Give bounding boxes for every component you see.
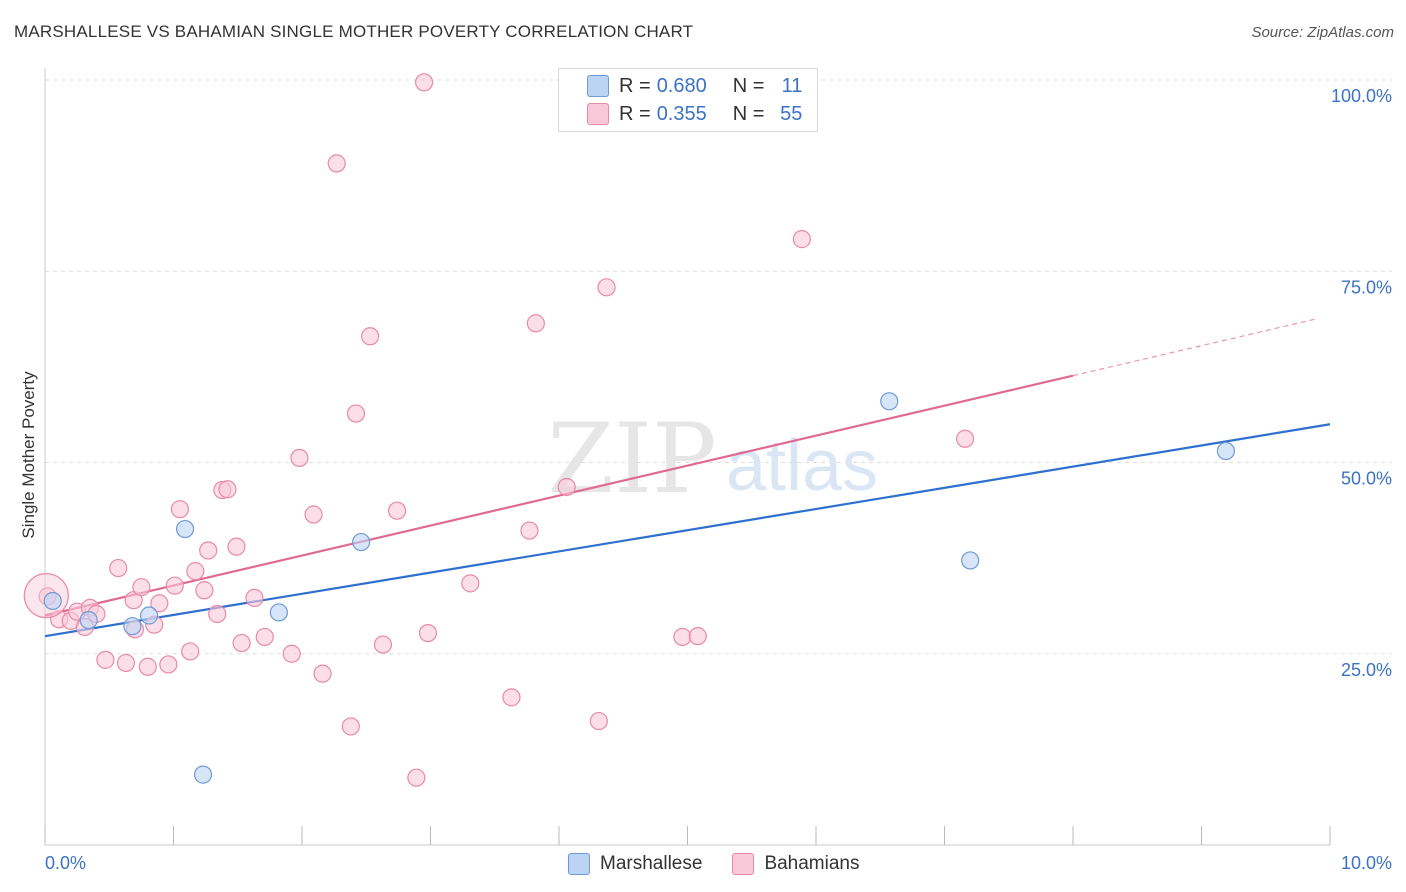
bahamians-point	[502, 688, 521, 707]
marshallese-point	[175, 519, 195, 539]
x-tick-label: 0.0%	[45, 853, 86, 873]
bahamians-point	[255, 627, 274, 647]
bahamians-point	[461, 574, 480, 593]
r-label: R =	[619, 74, 651, 97]
bahamians-point	[227, 537, 246, 556]
bahamians-point	[245, 588, 264, 608]
bahamians-point	[673, 627, 692, 647]
bahamians-swatch	[587, 103, 609, 125]
grid	[45, 79, 1392, 655]
bahamians-point	[557, 477, 576, 497]
marshallese-point	[139, 606, 159, 625]
bahamians-point	[218, 480, 237, 499]
trend-line-extension-bahamians	[1072, 318, 1318, 377]
r-label: R =	[619, 102, 651, 125]
legend-row-bahamians: R = 0.355 N = 55	[587, 102, 802, 126]
bahamians-point	[955, 429, 975, 448]
bahamians-point	[290, 448, 309, 468]
bahamians-point	[313, 664, 332, 683]
bahamians-point	[282, 644, 301, 663]
marshallese-point	[123, 617, 142, 636]
bahamians-point	[170, 500, 190, 519]
bahamians-point	[688, 627, 707, 646]
bahamians-point	[181, 642, 200, 661]
y-tick-label: 75.0%	[1341, 277, 1392, 297]
chart-title: MARSHALLESE VS BAHAMIAN SINGLE MOTHER PO…	[14, 22, 694, 41]
marshallese-point	[961, 551, 980, 570]
bahamians-point	[526, 314, 545, 333]
bahamians-point	[199, 541, 218, 560]
bahamians-point	[195, 581, 214, 600]
marshallese-point	[880, 392, 899, 411]
bahamians-swatch	[732, 853, 755, 875]
correlation-legend: R = 0.680 N = 11 R = 0.355 N = 55	[558, 68, 818, 132]
legend-label: Marshallese	[600, 853, 703, 874]
y-tick-label: 100.0%	[1331, 86, 1392, 106]
bahamians-point	[109, 558, 128, 578]
y-tick-label: 25.0%	[1341, 660, 1392, 680]
bahamians-point	[418, 623, 438, 643]
bahamians-point	[387, 501, 407, 520]
source-credit: Source: ZipAtlas.com	[1251, 24, 1394, 41]
n-value: 55	[780, 102, 803, 125]
marshallese-point	[1216, 441, 1236, 461]
marshallese-swatch	[587, 75, 609, 97]
bahamians-point	[792, 230, 811, 249]
bahamians-point	[132, 578, 151, 597]
tick-labels: 25.0% 50.0% 75.0% 100.0% 0.0% 10.0%	[45, 86, 1392, 873]
r-value: 0.355	[656, 102, 707, 125]
marshallese-point	[43, 591, 62, 611]
series-legend: Marshallese Bahamians	[568, 852, 890, 876]
bahamians-point	[361, 327, 380, 346]
y-tick-label: 50.0%	[1341, 469, 1392, 489]
x-tick-label: 10.0%	[1341, 853, 1392, 873]
bahamians-point	[327, 154, 346, 173]
marshallese-swatch	[568, 853, 590, 875]
trend-line-bahamians	[44, 374, 1074, 617]
bahamians-point	[346, 404, 366, 423]
marshallese-point	[269, 603, 288, 622]
data-points	[23, 73, 1236, 787]
marshallese-point	[193, 765, 213, 784]
bahamians-point	[165, 576, 184, 595]
bahamians-point	[159, 655, 178, 674]
bahamians-point	[186, 562, 205, 581]
bahamians-point	[414, 73, 434, 92]
bahamians-point	[407, 768, 426, 787]
marshallese-point	[352, 532, 371, 552]
legend-label: Bahamians	[764, 853, 860, 874]
bahamians-point	[150, 594, 169, 613]
marshallese-point	[79, 610, 98, 630]
legend-row-marshallese: R = 0.680 N = 11	[587, 74, 802, 98]
watermark: ZIP atlas	[547, 403, 878, 515]
bahamians-point	[373, 635, 393, 654]
bahamians-point	[597, 278, 616, 297]
bahamians-point	[232, 633, 251, 653]
r-value: 0.680	[656, 74, 707, 97]
bahamians-point	[520, 521, 539, 540]
axes	[44, 68, 1331, 846]
bahamians-point	[138, 657, 157, 676]
n-label: N =	[732, 74, 765, 97]
bahamians-point	[96, 650, 115, 669]
bahamians-point	[341, 717, 360, 736]
watermark-zip: ZIP	[547, 403, 716, 515]
n-value: 11	[781, 74, 803, 97]
bahamians-point	[208, 604, 227, 624]
legend-item-bahamians: Bahamians	[732, 853, 860, 875]
bahamians-point	[589, 711, 608, 731]
bahamians-point	[116, 653, 136, 673]
n-label: N =	[732, 102, 765, 125]
bahamians-point	[304, 505, 323, 524]
legend-item-marshallese: Marshallese	[568, 853, 702, 875]
